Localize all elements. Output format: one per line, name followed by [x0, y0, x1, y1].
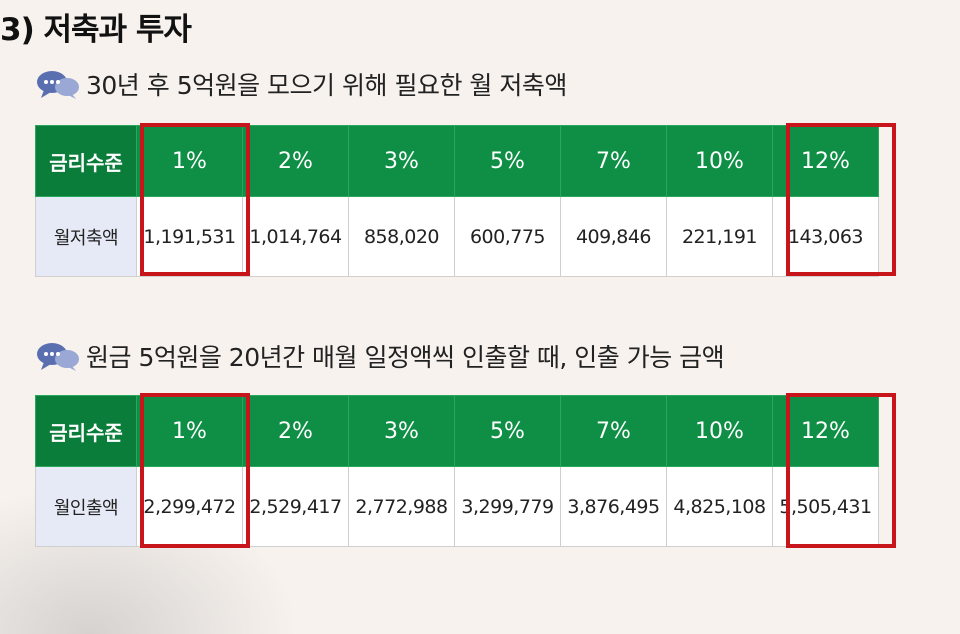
rate-cell: 5%	[454, 125, 561, 197]
table-row: 월인출액 2,299,472 2,529,417 2,772,988 3,299…	[35, 466, 879, 547]
value-cell: 2,299,472	[136, 466, 243, 547]
value-cell: 600,775	[454, 196, 561, 277]
rate-cell: 2%	[242, 125, 349, 197]
rate-cell: 10%	[666, 395, 773, 467]
rate-cell: 12%	[772, 125, 879, 197]
value-cell: 1,191,531	[136, 196, 243, 277]
rate-level-label: 금리수준	[35, 125, 137, 197]
table-row: 월저축액 1,191,531 1,014,764 858,020 600,775…	[35, 196, 879, 277]
value-cell: 4,825,108	[666, 466, 773, 547]
value-cell: 2,772,988	[348, 466, 455, 547]
withdrawal-table: 금리수준 1% 2% 3% 5% 7% 10% 12% 월인출액 2,299,4…	[35, 395, 879, 547]
section2-heading-text: 원금 5억원을 20년간 매월 일정액씩 인출할 때, 인출 가능 금액	[86, 343, 725, 372]
monthly-withdrawal-label: 월인출액	[35, 466, 137, 547]
value-cell: 143,063	[772, 196, 879, 277]
value-cell: 2,529,417	[242, 466, 349, 547]
section1-heading-text: 30년 후 5억원을 모으기 위해 필요한 월 저축액	[86, 71, 567, 100]
rate-cell: 7%	[560, 395, 667, 467]
rate-cell: 1%	[136, 395, 243, 467]
section2-heading: 원금 5억원을 20년간 매월 일정액씩 인출할 때, 인출 가능 금액	[36, 338, 725, 374]
rate-cell: 3%	[348, 125, 455, 197]
chat-bubble-icon	[37, 343, 79, 371]
page-title: 3) 저축과 투자	[0, 12, 192, 48]
table-header-row: 금리수준 1% 2% 3% 5% 7% 10% 12%	[35, 395, 879, 467]
value-cell: 3,876,495	[560, 466, 667, 547]
value-cell: 409,846	[560, 196, 667, 277]
value-cell: 1,014,764	[242, 196, 349, 277]
value-cell: 858,020	[348, 196, 455, 277]
rate-cell: 3%	[348, 395, 455, 467]
value-cell: 3,299,779	[454, 466, 561, 547]
chat-bubble-icon	[37, 71, 79, 99]
monthly-savings-label: 월저축액	[35, 196, 137, 277]
value-cell: 5,505,431	[772, 466, 879, 547]
table-header-row: 금리수준 1% 2% 3% 5% 7% 10% 12%	[35, 125, 879, 197]
rate-cell: 12%	[772, 395, 879, 467]
savings-table: 금리수준 1% 2% 3% 5% 7% 10% 12% 월저축액 1,191,5…	[35, 125, 879, 277]
rate-cell: 10%	[666, 125, 773, 197]
rate-cell: 1%	[136, 125, 243, 197]
rate-cell: 5%	[454, 395, 561, 467]
rate-cell: 7%	[560, 125, 667, 197]
section1-heading: 30년 후 5억원을 모으기 위해 필요한 월 저축액	[36, 66, 567, 102]
rate-cell: 2%	[242, 395, 349, 467]
value-cell: 221,191	[666, 196, 773, 277]
rate-level-label: 금리수준	[35, 395, 137, 467]
